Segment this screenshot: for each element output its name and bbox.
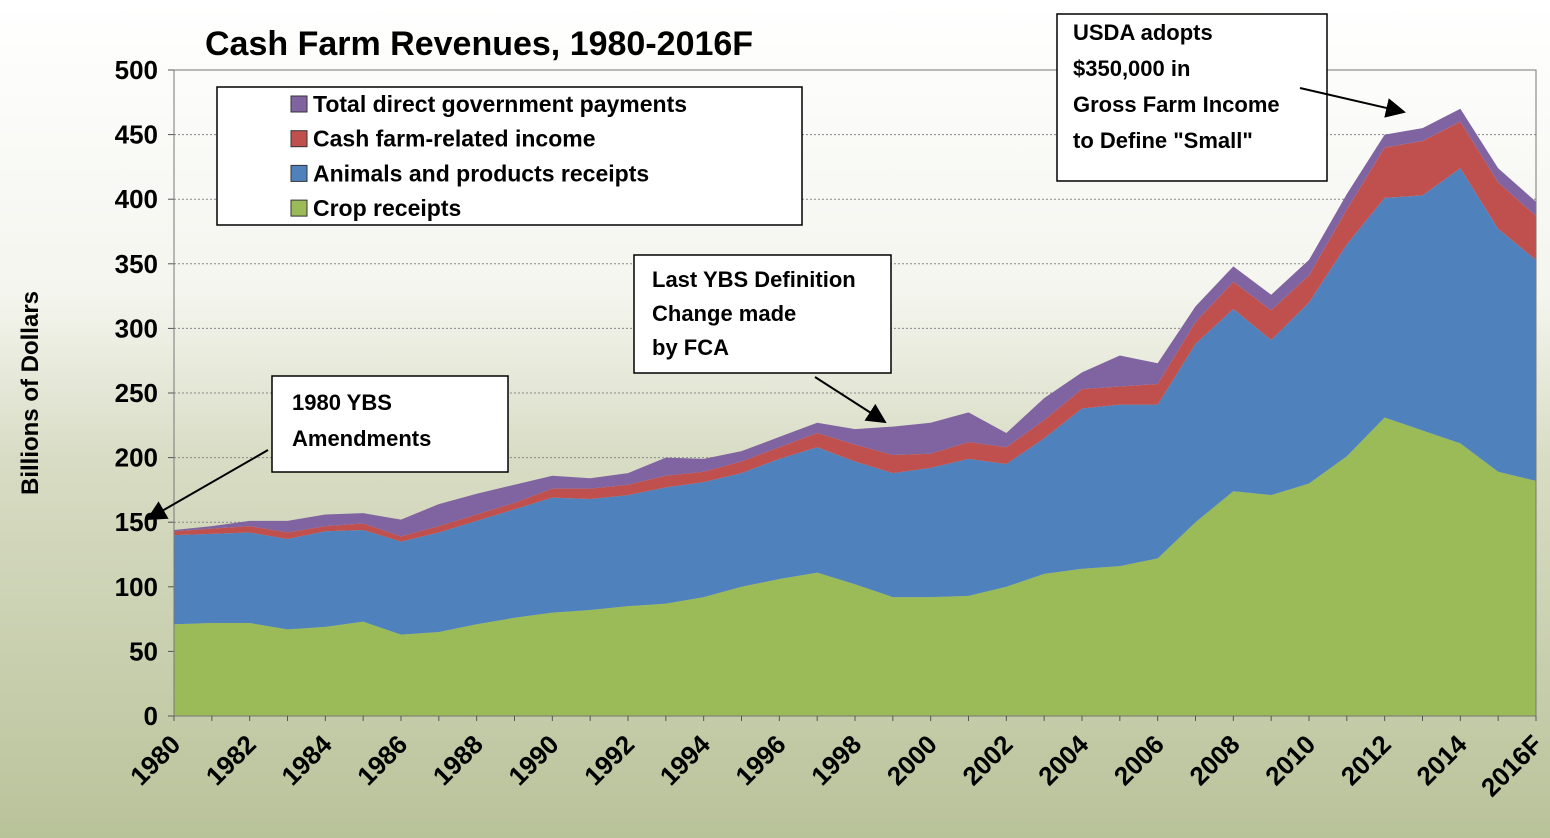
y-tick-label: 300 [115, 313, 158, 343]
y-axis-label: Billions of Dollars [17, 291, 44, 495]
annotation-text: Last YBS Definition [652, 267, 856, 292]
y-tick-label: 50 [129, 636, 158, 666]
y-tick-label: 250 [115, 378, 158, 408]
legend-swatch [291, 131, 307, 147]
annotation-text: 1980 YBS [292, 390, 392, 415]
legend-label: Crop receipts [313, 195, 461, 221]
y-tick-label: 200 [115, 443, 158, 473]
y-tick-label: 500 [115, 55, 158, 85]
annotation-text: USDA adopts [1073, 20, 1213, 45]
y-tick-label: 400 [115, 184, 158, 214]
annotation-text: Amendments [292, 426, 431, 451]
y-tick-label: 0 [144, 701, 158, 731]
legend-swatch [291, 200, 307, 216]
chart: Cash Farm Revenues, 1980-2016F Billions … [0, 0, 1550, 838]
legend-label: Total direct government payments [313, 91, 687, 117]
annotation-text: Change made [652, 301, 796, 326]
annotation-text: Gross Farm Income [1073, 92, 1280, 117]
annotation-text: by FCA [652, 335, 729, 360]
annotation-text: $350,000 in [1073, 56, 1190, 81]
legend: Total direct government payments Cash far… [217, 87, 802, 225]
y-tick-label: 450 [115, 120, 158, 150]
chart-title: Cash Farm Revenues, 1980-2016F [205, 25, 753, 63]
legend-label: Animals and products receipts [313, 160, 649, 186]
y-tick-label: 150 [115, 507, 158, 537]
legend-label: Cash farm-related income [313, 126, 595, 152]
y-tick-label: 350 [115, 249, 158, 279]
annotation-text: to Define "Small" [1073, 128, 1253, 153]
y-tick-label: 100 [115, 572, 158, 602]
legend-swatch [291, 165, 307, 181]
legend-swatch [291, 96, 307, 112]
